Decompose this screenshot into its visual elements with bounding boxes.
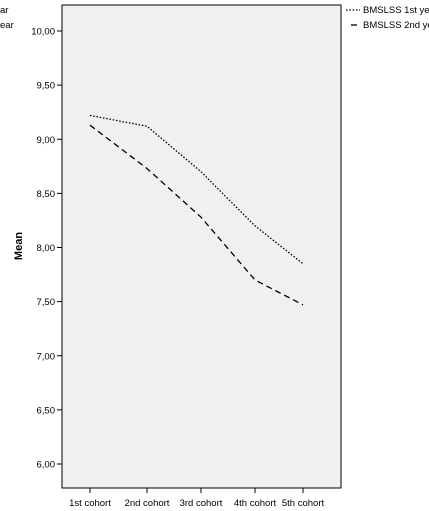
x-tick-label: 4th cohort xyxy=(234,498,277,509)
y-tick-label: 9,00 xyxy=(37,135,56,146)
y-tick-label: 8,00 xyxy=(37,243,56,254)
y-tick-label: 8,50 xyxy=(37,189,56,200)
y-tick-label: 7,50 xyxy=(37,297,56,308)
left-legend-fragment-1: ar xyxy=(0,5,8,16)
legend-label-1: BMSLSS 1st year xyxy=(363,5,429,16)
legend-label-2: BMSLSS 2nd year xyxy=(363,20,429,31)
x-tick-label: 2nd cohort xyxy=(125,498,170,509)
x-tick-label: 1st cohort xyxy=(69,498,111,509)
left-clipped-legend: ar ear xyxy=(0,5,14,31)
y-axis-ticks: 6,00 6,50 7,00 7,50 8,00 8,50 9,00 9,50 10,00 xyxy=(31,27,62,471)
y-tick-label: 6,50 xyxy=(37,405,56,416)
series-line-2 xyxy=(89,124,304,306)
y-tick-label: 9,50 xyxy=(37,81,56,92)
series-lines xyxy=(89,114,304,306)
y-tick-label: 10,00 xyxy=(31,27,55,38)
y-tick-label: 7,00 xyxy=(37,351,56,362)
left-legend-fragment-2: ear xyxy=(0,20,14,31)
x-tick-label: 5th cohort xyxy=(282,498,325,509)
x-axis-ticks: 1st cohort 2nd cohort 3rd cohort 4th cohort… xyxy=(69,488,324,509)
series-line-1 xyxy=(89,114,304,265)
y-axis-label: Mean xyxy=(13,232,25,260)
legend: BMSLSS 1st year BMSLSS 2nd year xyxy=(346,5,429,31)
plot-area xyxy=(61,4,342,489)
y-tick-label: 6,00 xyxy=(37,460,56,471)
x-tick-label: 3rd cohort xyxy=(180,498,223,509)
